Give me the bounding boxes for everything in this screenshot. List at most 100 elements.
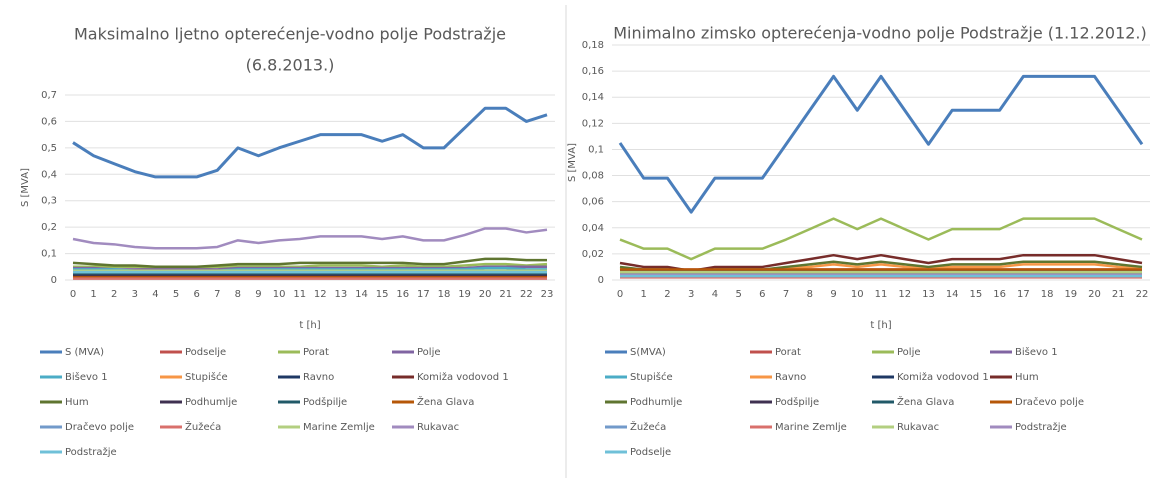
y-tick-label: 0,14 [582, 92, 604, 103]
series-line [618, 74, 1144, 214]
legend-label: Podšpilje [775, 396, 819, 408]
legend-label: Žena Glava [417, 395, 474, 408]
x-tick-label: 16 [993, 289, 1006, 300]
x-tick-label: 21 [1112, 289, 1125, 300]
y-tick-label: 0,06 [582, 197, 604, 208]
x-tick-label: 4 [712, 289, 718, 300]
legend-label: Podhumlje [630, 397, 682, 408]
legend-label: Ravno [775, 372, 806, 383]
x-tick-label: 1 [641, 289, 647, 300]
legend-label: Podstražje [1015, 421, 1067, 433]
x-tick-label: 9 [255, 289, 261, 300]
y-tick-label: 0,6 [41, 116, 57, 127]
x-tick-label: 22 [520, 289, 533, 300]
legend-label: Rukavac [897, 422, 939, 433]
legend-label: Porat [775, 347, 801, 358]
y-tick-label: 0,18 [582, 40, 604, 51]
legend-label: Hum [65, 397, 89, 408]
y-tick-label: 0,02 [582, 249, 604, 260]
series-line [619, 217, 1143, 261]
x-tick-label: 9 [830, 289, 836, 300]
legend-label: Polje [417, 347, 441, 358]
x-tick-label: 8 [807, 289, 813, 300]
series-line [619, 253, 1143, 273]
x-tick-label: 20 [1088, 289, 1101, 300]
x-tick-label: 16 [396, 289, 409, 300]
y-tick-label: 0 [51, 275, 57, 286]
x-tick-label: 19 [458, 289, 471, 300]
legend-label: Dračevo polje [65, 421, 134, 433]
x-tick-label: 20 [479, 289, 492, 300]
legend-label: Komiža vodovod 1 [897, 371, 989, 383]
legend-label: Podselje [630, 447, 671, 458]
x-tick-label: 15 [376, 289, 389, 300]
y-tick-label: 0,3 [41, 196, 57, 207]
x-tick-label: 13 [922, 289, 935, 300]
y-tick-label: 0 [598, 275, 604, 286]
x-tick-label: 10 [851, 289, 864, 300]
x-tick-label: 17 [1017, 289, 1030, 300]
legend-label: Podšpilje [303, 396, 347, 408]
x-tick-label: 12 [898, 289, 911, 300]
legend-label: Komiža vodovod 1 [417, 371, 509, 383]
y-tick-label: 0,12 [582, 118, 604, 129]
chart-title: Minimalno zimsko opterećenja-vodno polje… [613, 24, 1147, 43]
y-axis-label: S [MVA] [567, 143, 578, 182]
x-tick-label: 18 [1041, 289, 1054, 300]
series-line [73, 265, 547, 271]
legend-label: Ravno [303, 372, 334, 383]
legend-label: Podstražje [65, 446, 117, 458]
x-tick-label: 8 [235, 289, 241, 300]
legend-label: Biševo 1 [65, 371, 108, 383]
series-line [72, 257, 547, 269]
legend-label: Podselje [185, 347, 226, 358]
legend-label: Biševo 1 [1015, 346, 1058, 358]
x-tick-label: 13 [335, 289, 348, 300]
x-tick-label: 3 [688, 289, 694, 300]
x-tick-label: 0 [617, 289, 623, 300]
legend-label: S (MVA) [65, 347, 104, 358]
legend-label: Dračevo polje [1015, 396, 1084, 408]
x-tick-label: 18 [438, 289, 451, 300]
x-tick-label: 6 [193, 289, 199, 300]
x-tick-label: 12 [314, 289, 327, 300]
x-tick-label: 3 [132, 289, 138, 300]
y-tick-label: 0,04 [582, 223, 604, 234]
chart-title: Maksimalno ljetno opterećenje-vodno polj… [74, 25, 506, 44]
x-tick-label: 10 [273, 289, 286, 300]
series-line [73, 262, 548, 270]
x-axis-label: t [h] [299, 320, 320, 331]
legend-label: Polje [897, 347, 921, 358]
x-tick-label: 5 [735, 289, 741, 300]
x-tick-label: 1 [90, 289, 96, 300]
legend-label: Stupišće [630, 371, 673, 383]
legend-label: Podhumlje [185, 397, 237, 408]
x-tick-label: 15 [970, 289, 983, 300]
y-tick-label: 0,2 [41, 222, 57, 233]
series-line [72, 106, 548, 179]
x-tick-label: 5 [173, 289, 179, 300]
x-tick-label: 11 [293, 289, 306, 300]
x-tick-label: 17 [417, 289, 430, 300]
chart-title: (6.8.2013.) [246, 56, 335, 75]
x-tick-label: 23 [541, 289, 554, 300]
x-axis-label: t [h] [870, 320, 891, 331]
y-axis-label: S [MVA] [20, 168, 31, 207]
y-tick-label: 0,08 [582, 171, 604, 182]
y-tick-label: 0,5 [41, 143, 57, 154]
x-tick-label: 11 [875, 289, 888, 300]
x-tick-label: 22 [1136, 289, 1149, 300]
x-tick-label: 2 [664, 289, 670, 300]
x-tick-label: 4 [152, 289, 158, 300]
legend-label: S(MVA) [630, 347, 666, 358]
x-tick-label: 0 [70, 289, 76, 300]
legend-label: Hum [1015, 372, 1039, 383]
y-tick-label: 0,4 [41, 169, 57, 180]
x-tick-label: 19 [1064, 289, 1077, 300]
x-tick-label: 14 [946, 289, 959, 300]
legend-label: Stupišće [185, 371, 228, 383]
y-tick-label: 0,7 [41, 90, 57, 101]
legend-label: Žena Glava [897, 395, 954, 408]
y-tick-label: 0,1 [588, 144, 604, 155]
